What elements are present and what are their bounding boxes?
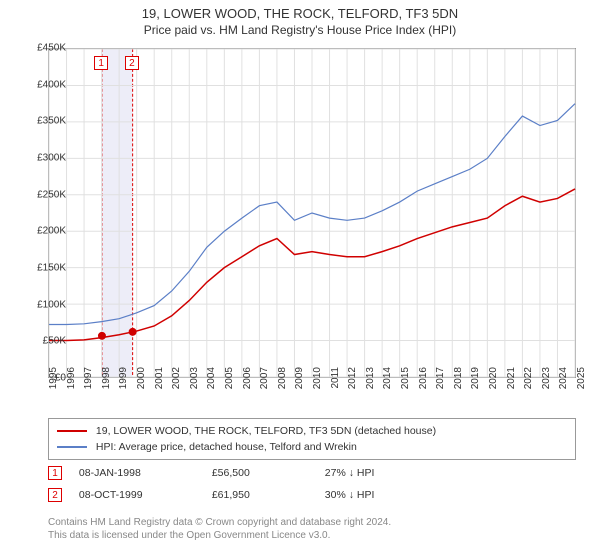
sale-date-2: 08-OCT-1999: [79, 489, 209, 501]
footnote-line2: This data is licensed under the Open Gov…: [48, 529, 576, 542]
x-tick-label: 2017: [435, 367, 446, 397]
x-tick-label: 2003: [189, 367, 200, 397]
footnote: Contains HM Land Registry data © Crown c…: [48, 516, 576, 542]
y-tick-label: £200K: [22, 226, 66, 237]
x-tick-label: 1996: [66, 367, 77, 397]
footnote-line1: Contains HM Land Registry data © Crown c…: [48, 516, 576, 529]
legend-swatch-hpi: [57, 446, 87, 448]
y-tick-label: £50K: [22, 336, 66, 347]
legend-swatch-property: [57, 430, 87, 432]
x-tick-label: 2025: [576, 367, 587, 397]
x-tick-label: 2015: [400, 367, 411, 397]
y-tick-label: £150K: [22, 263, 66, 274]
chart-title: 19, LOWER WOOD, THE ROCK, TELFORD, TF3 5…: [0, 0, 600, 21]
y-tick-label: £400K: [22, 79, 66, 90]
chart-container: 19, LOWER WOOD, THE ROCK, TELFORD, TF3 5…: [0, 0, 600, 560]
legend-item-property: 19, LOWER WOOD, THE ROCK, TELFORD, TF3 5…: [57, 423, 567, 439]
y-tick-label: £0: [22, 373, 66, 384]
sale-marker-1: 1: [48, 466, 62, 480]
y-tick-label: £300K: [22, 153, 66, 164]
x-tick-label: 2024: [558, 367, 569, 397]
x-tick-label: 2011: [330, 367, 341, 397]
chart-subtitle: Price paid vs. HM Land Registry's House …: [0, 21, 600, 43]
legend: 19, LOWER WOOD, THE ROCK, TELFORD, TF3 5…: [48, 418, 576, 460]
sale-row-1: 1 08-JAN-1998 £56,500 27% ↓ HPI: [48, 462, 576, 484]
x-tick-label: 2012: [347, 367, 358, 397]
x-tick-label: 2022: [523, 367, 534, 397]
x-tick-label: 2014: [382, 367, 393, 397]
x-tick-label: 2001: [154, 367, 165, 397]
plot-area: [48, 48, 576, 378]
y-tick-label: £350K: [22, 116, 66, 127]
sale-date-1: 08-JAN-1998: [79, 467, 209, 479]
x-tick-label: 2023: [541, 367, 552, 397]
sales-table: 1 08-JAN-1998 £56,500 27% ↓ HPI 2 08-OCT…: [48, 462, 576, 506]
sale-price-2: £61,950: [212, 489, 322, 501]
x-tick-label: 2007: [259, 367, 270, 397]
x-tick-label: 2013: [365, 367, 376, 397]
sale-delta-1: 27% ↓ HPI: [325, 467, 435, 479]
x-tick-label: 2019: [470, 367, 481, 397]
y-tick-label: £450K: [22, 43, 66, 54]
legend-label-property: 19, LOWER WOOD, THE ROCK, TELFORD, TF3 5…: [96, 425, 436, 437]
x-tick-label: 1998: [101, 367, 112, 397]
x-tick-label: 1995: [48, 367, 59, 397]
x-tick-label: 2002: [171, 367, 182, 397]
sale-delta-2: 30% ↓ HPI: [325, 489, 435, 501]
y-tick-label: £100K: [22, 299, 66, 310]
x-tick-label: 1999: [118, 367, 129, 397]
x-tick-label: 2021: [506, 367, 517, 397]
x-tick-label: 2008: [277, 367, 288, 397]
x-tick-label: 2016: [418, 367, 429, 397]
plot-svg: [49, 49, 575, 377]
chart-sale-marker: 2: [125, 56, 139, 70]
x-tick-label: 2009: [294, 367, 305, 397]
x-tick-label: 2010: [312, 367, 323, 397]
x-tick-label: 2018: [453, 367, 464, 397]
x-tick-label: 2006: [242, 367, 253, 397]
sale-row-2: 2 08-OCT-1999 £61,950 30% ↓ HPI: [48, 484, 576, 506]
x-tick-label: 2004: [206, 367, 217, 397]
chart-sale-marker: 1: [94, 56, 108, 70]
y-tick-label: £250K: [22, 189, 66, 200]
sale-price-1: £56,500: [212, 467, 322, 479]
x-tick-label: 1997: [83, 367, 94, 397]
legend-item-hpi: HPI: Average price, detached house, Telf…: [57, 439, 567, 455]
x-tick-label: 2020: [488, 367, 499, 397]
sale-marker-2: 2: [48, 488, 62, 502]
x-tick-label: 2000: [136, 367, 147, 397]
legend-label-hpi: HPI: Average price, detached house, Telf…: [96, 441, 357, 453]
x-tick-label: 2005: [224, 367, 235, 397]
